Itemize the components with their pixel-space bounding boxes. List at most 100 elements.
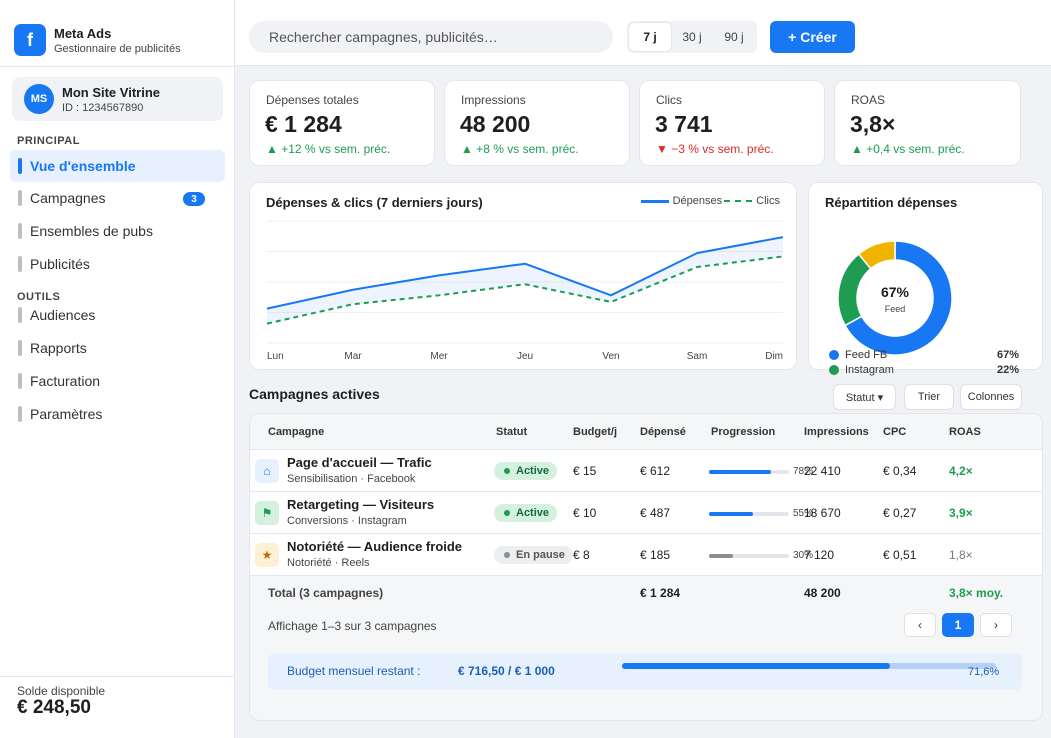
status-badge[interactable]: Active [494, 504, 558, 522]
sidebar-item-audiences[interactable]: Audiences [10, 299, 225, 331]
column-header[interactable]: Impressions [804, 426, 869, 438]
table-row[interactable]: ⚑ Retargeting — Visiteurs Conversions · In… [250, 492, 1042, 534]
x-tick-label: Mar [344, 351, 362, 362]
page-1-button[interactable]: 1 [942, 613, 974, 637]
progress-bar [709, 512, 789, 516]
campaign-subtitle: Notoriété · Reels [287, 557, 370, 569]
range-90d-button[interactable]: 90 j [724, 30, 744, 44]
sidebar-item-label: Vue d'ensemble [30, 158, 136, 174]
account-switcher[interactable]: MS Mon Site Vitrine ID : 1234567890 [12, 77, 223, 121]
nav-indicator [18, 256, 22, 272]
roas-cell: 1,8× [949, 548, 973, 562]
range-30d-button[interactable]: 30 j [682, 30, 702, 44]
progress-label: 30% [793, 550, 814, 561]
legend-label-clicks: Clics [756, 195, 780, 207]
donut-center-label: Feed [885, 304, 906, 314]
total-label: Total (3 campagnes) [268, 586, 384, 600]
total-impressions: 48 200 [804, 586, 841, 600]
total-roas: 3,8× moy. [949, 586, 1004, 600]
legend-dot [829, 365, 839, 375]
donut-center-value: 67% [881, 284, 910, 300]
nav-indicator [18, 340, 22, 356]
campaigns-title: Campagnes actives [249, 386, 380, 402]
account-id: ID : 1234567890 [62, 101, 144, 114]
campaign-name[interactable]: Retargeting — Visiteurs [287, 497, 435, 512]
progress-bar [709, 554, 789, 558]
balance-label: Solde disponible [17, 684, 106, 698]
roas-cell: 3,9× [949, 506, 973, 520]
sidebar-item-label: Campagnes [30, 190, 106, 206]
nav-indicator [18, 223, 22, 239]
legend-item-feed: Feed FB 67% [829, 349, 1019, 361]
divider [0, 66, 234, 67]
column-header[interactable]: CPC [883, 426, 907, 438]
column-header[interactable]: Budget/j [573, 426, 617, 438]
total-spent: € 1 284 [640, 586, 681, 600]
status-badge[interactable]: Active [494, 462, 558, 480]
chart-legend: Dépenses Clics [640, 195, 780, 207]
next-page-button[interactable]: › [980, 613, 1012, 637]
kpi-label: Impressions [461, 93, 526, 107]
budget-percent: 71,6% [968, 666, 1000, 678]
status-filter-button[interactable]: Statut ▾ [833, 384, 896, 410]
table-row[interactable]: ⌂ Page d'accueil — Trafic Sensibilisation … [250, 450, 1042, 492]
sidebar-item-ad-sets[interactable]: Ensembles de pubs [10, 215, 225, 247]
campaign-name[interactable]: Page d'accueil — Trafic [287, 455, 432, 470]
search-input[interactable] [249, 21, 613, 53]
x-tick-label: Jeu [517, 351, 533, 362]
brand-title: Meta Ads [54, 25, 112, 41]
total-row: Total (3 campagnes) € 1 284 48 200 3,8× … [250, 576, 1042, 610]
column-header[interactable]: Statut [496, 426, 528, 438]
sidebar-item-settings[interactable]: Paramètres [10, 398, 225, 430]
column-header[interactable]: Campagne [268, 426, 325, 438]
table-row[interactable]: ★ Notoriété — Audience froide Notoriété · … [250, 534, 1042, 576]
columns-button[interactable]: Colonnes [960, 384, 1022, 410]
budget-progress-bar [622, 663, 996, 669]
sidebar-item-label: Audiences [30, 307, 96, 323]
sidebar-item-ads[interactable]: Publicités [10, 248, 225, 280]
create-button[interactable]: + Créer [770, 21, 855, 53]
prev-page-button[interactable]: ‹ [904, 613, 936, 637]
nav-indicator [18, 406, 22, 422]
impressions-cell: 7 120 [804, 548, 835, 562]
kpi-value: 3,8× [850, 111, 896, 137]
kpi-card-roas: ROAS 3,8× ▲ +0,4 vs sem. préc. [834, 80, 1021, 166]
progress-label: 55% [793, 508, 814, 519]
range-7d-button[interactable]: 7 j [629, 23, 671, 51]
column-header[interactable]: ROAS [949, 426, 981, 438]
budget-cell: € 8 [573, 548, 590, 562]
legend-swatch-clicks [724, 200, 753, 202]
kpi-label: Dépenses totales [266, 93, 359, 107]
cpc-cell: € 0,34 [883, 464, 917, 478]
kpi-value: 3 741 [655, 111, 713, 137]
status-badge[interactable]: En pause [494, 546, 573, 564]
column-header[interactable]: Dépensé [640, 426, 686, 438]
sidebar-item-label: Rapports [30, 340, 87, 356]
sidebar-item-reports[interactable]: Rapports [10, 332, 225, 364]
sidebar-item-billing[interactable]: Facturation [10, 365, 225, 397]
kpi-card-clicks: Clics 3 741 ▼ −3 % vs sem. préc. [639, 80, 825, 166]
top-bar: 7 j 30 j 90 j + Créer [235, 0, 1051, 66]
progress-bar [709, 470, 789, 474]
impressions-cell: 22 410 [804, 464, 841, 478]
progress-fill [709, 554, 733, 558]
section-label-outils: OUTILS [17, 291, 61, 303]
pagination-summary: Affichage 1–3 sur 3 campagnes [268, 619, 437, 633]
sort-button[interactable]: Trier [904, 384, 954, 410]
legend-value: 67% [996, 349, 1019, 361]
nav-indicator [18, 190, 22, 206]
sidebar-item-campaigns[interactable]: Campagnes 3 [10, 182, 225, 214]
sidebar-item-label: Ensembles de pubs [30, 223, 153, 239]
campaign-subtitle: Sensibilisation · Facebook [287, 473, 416, 485]
donut-title: Répartition dépenses [825, 195, 958, 210]
legend-item-instagram: Instagram 22% [829, 364, 1019, 376]
sidebar-item-overview[interactable]: Vue d'ensemble [10, 150, 225, 182]
campaign-name[interactable]: Notoriété — Audience froide [287, 539, 463, 554]
monthly-budget-panel: Budget mensuel restant : € 716,50 / € 1 … [268, 653, 1022, 690]
nav-indicator [18, 158, 22, 174]
brand-subtitle: Gestionnaire de publicités [54, 42, 181, 55]
donut-slice [857, 240, 896, 270]
budget-label: Budget mensuel restant : [287, 664, 421, 678]
star-icon: ★ [255, 543, 279, 567]
column-header[interactable]: Progression [711, 426, 776, 438]
